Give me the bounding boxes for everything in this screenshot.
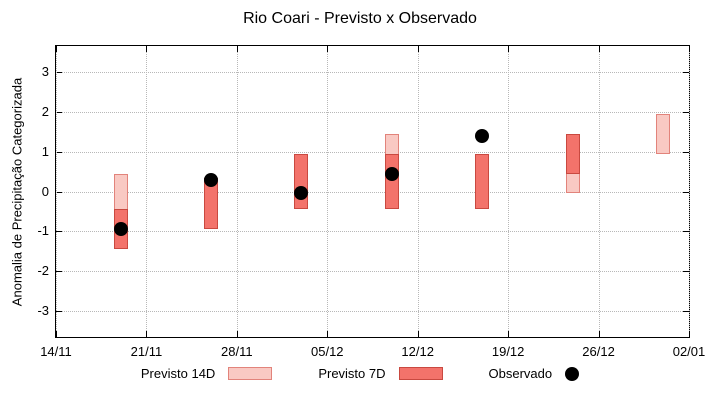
point-observado [294, 186, 309, 201]
legend-label-previsto-7d: Previsto 7D [318, 366, 386, 381]
point-observado [475, 128, 490, 143]
legend-item-previsto-7d: Previsto 7D [318, 366, 443, 381]
x-tick-mark [236, 46, 238, 52]
x-tick-mark [236, 331, 238, 337]
y-tick-mark [683, 311, 689, 313]
x-tick-mark [598, 331, 600, 337]
legend-item-observado: Observado [489, 366, 580, 381]
gridline-vertical [327, 46, 329, 337]
legend-swatch-observado [565, 366, 580, 381]
x-tick-mark [327, 331, 329, 337]
y-tick-label: -2 [37, 263, 49, 279]
x-tick-mark [689, 46, 690, 52]
gridline-vertical [689, 46, 690, 337]
x-tick-label: 02/01 [672, 344, 706, 359]
legend-swatch-previsto-14d [228, 367, 273, 380]
y-tick-label: 1 [41, 143, 49, 159]
y-tick-mark [56, 231, 62, 233]
y-tick-mark [683, 231, 689, 233]
x-tick-label: 05/12 [311, 344, 344, 359]
point-observado [384, 166, 399, 181]
y-tick-label: 2 [41, 103, 49, 119]
gridline-vertical [236, 46, 238, 337]
x-tick-mark [598, 46, 600, 52]
y-tick-mark [683, 111, 689, 113]
x-tick-mark [56, 46, 57, 52]
x-tick-mark [417, 331, 419, 337]
y-tick-mark [56, 311, 62, 313]
y-tick-label: 0 [41, 183, 49, 199]
point-observado [113, 222, 128, 237]
x-tick-mark [689, 331, 690, 337]
y-tick-mark [683, 71, 689, 73]
y-tick-mark [56, 71, 62, 73]
x-tick-label: 28/11 [221, 344, 253, 359]
gridline-vertical [598, 46, 600, 337]
gridline-horizontal [56, 151, 689, 153]
gridline-vertical [508, 46, 510, 337]
x-tick-mark [508, 46, 510, 52]
gridline-horizontal [56, 311, 689, 313]
bar-previsto-7d [384, 153, 399, 210]
x-tick-label: 26/12 [582, 344, 615, 359]
y-tick-mark [56, 151, 62, 153]
gridline-vertical [56, 46, 57, 337]
point-observado [204, 172, 219, 187]
legend-label-observado: Observado [488, 366, 553, 381]
legend: Previsto 14D Previsto 7D Observado [0, 366, 720, 381]
gridline-vertical [417, 46, 419, 337]
gridline-horizontal [56, 231, 689, 233]
x-tick-mark [327, 46, 329, 52]
y-tick-mark [683, 271, 689, 273]
x-tick-mark [146, 46, 148, 52]
x-tick-label: 21/11 [130, 344, 163, 359]
y-tick-mark [683, 191, 689, 193]
x-tick-mark [56, 331, 57, 337]
x-tick-label: 12/12 [401, 344, 434, 359]
y-tick-mark [56, 271, 62, 273]
legend-item-previsto-14d: Previsto 14D [140, 366, 273, 381]
bar-previsto-7d [475, 153, 490, 210]
gridline-horizontal [56, 111, 689, 113]
x-tick-label: 14/11 [40, 344, 72, 359]
y-tick-mark [683, 151, 689, 153]
x-tick-mark [146, 331, 148, 337]
y-tick-mark [56, 111, 62, 113]
gridline-horizontal [56, 191, 689, 193]
y-tick-label: 3 [41, 63, 49, 79]
legend-label-previsto-14d: Previsto 14D [140, 366, 216, 381]
y-tick-mark [56, 191, 62, 193]
x-tick-mark [508, 331, 510, 337]
y-tick-label: -1 [37, 223, 49, 239]
gridline-vertical [146, 46, 148, 337]
y-tick-label: -3 [37, 303, 49, 319]
x-tick-label: 19/12 [491, 344, 525, 359]
plot-area [55, 45, 690, 338]
gridline-horizontal [56, 71, 689, 73]
bar-previsto-7d [565, 133, 580, 174]
bar-previsto-14d [656, 113, 671, 154]
chart-title: Rio Coari - Previsto x Observado [243, 10, 477, 27]
x-tick-mark [417, 46, 419, 52]
legend-swatch-previsto-7d [398, 367, 443, 380]
gridline-horizontal [56, 271, 689, 273]
bar-previsto-7d [294, 153, 309, 210]
